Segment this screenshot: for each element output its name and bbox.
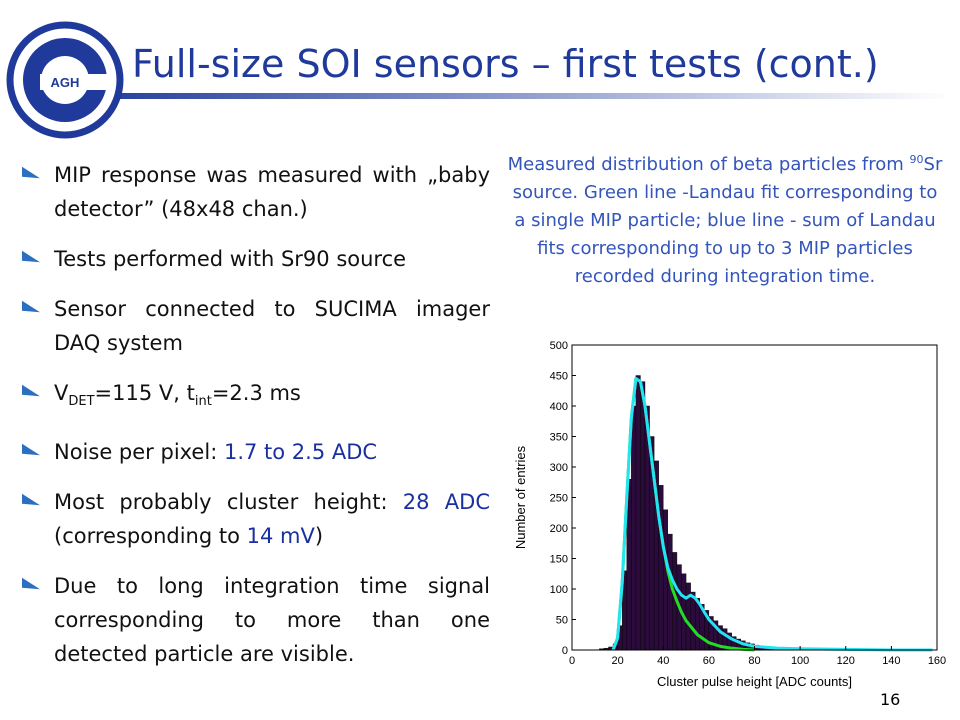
- x-tick-label: 100: [791, 655, 809, 667]
- text-run: 28 ADC: [402, 490, 490, 515]
- text-run: int: [194, 394, 212, 410]
- text-run: Measured distribution of beta particles …: [507, 154, 910, 175]
- bullet: VDET=115 V, tint=2.3 ms: [22, 376, 490, 419]
- logo: AGH: [6, 21, 124, 139]
- text-run: 14 mV: [246, 524, 315, 549]
- y-tick-label: 0: [562, 645, 568, 657]
- x-tick-label: 140: [882, 655, 900, 667]
- bullet: Most probably cluster height: 28 ADC (co…: [22, 485, 490, 553]
- bar: [667, 533, 673, 651]
- x-tick-label: 40: [657, 655, 669, 667]
- text-run: Most probably cluster height:: [54, 490, 403, 515]
- x-tick-label: 20: [612, 655, 624, 667]
- y-tick-label: 150: [550, 554, 568, 566]
- text-run: V: [54, 381, 69, 405]
- bar: [690, 591, 696, 651]
- text-run: Noise per pixel:: [54, 440, 224, 465]
- bullet-list: MIP response was measured with „baby det…: [22, 158, 490, 687]
- chart: 0 20 40 60 80 100 120 140 160 0 50 100 150 200 250 300 3…: [513, 340, 946, 689]
- logo-text: AGH: [51, 75, 80, 90]
- text-run: (corresponding to: [54, 524, 247, 549]
- text-run: DET: [68, 394, 95, 410]
- x-tick-label: 80: [748, 655, 760, 667]
- bar: [635, 375, 641, 651]
- bar: [685, 582, 691, 651]
- bar: [663, 509, 669, 651]
- bar: [640, 381, 646, 651]
- x-tick-label: 120: [837, 655, 855, 667]
- x-tick-label: 160: [928, 655, 946, 667]
- y-tick-label: 250: [550, 493, 568, 505]
- text-run: 90: [909, 153, 924, 166]
- y-tick-label: 300: [550, 462, 568, 474]
- y-tick-label: 400: [550, 401, 568, 413]
- text-run: Sensor connected to SUCIMA imager DAQ sy…: [54, 297, 490, 355]
- text-run: Sr source. Green line -Landau fit corres…: [512, 154, 943, 287]
- y-tick-label: 200: [550, 523, 568, 535]
- x-tick-label: 60: [703, 655, 715, 667]
- y-axis-label: Number of entries: [513, 445, 528, 549]
- bullet: Due to long integration time signal corr…: [22, 569, 490, 671]
- bullet: Tests performed with Sr90 source: [22, 242, 490, 276]
- y-tick-label: 500: [550, 340, 568, 352]
- bar: [631, 405, 637, 651]
- x-tick-label: 0: [569, 655, 575, 667]
- y-tick-label: 100: [550, 584, 568, 596]
- y-tick-label: 450: [550, 371, 568, 383]
- text-run: 1.7 to 2.5 ADC: [223, 440, 378, 465]
- text-run: =2.3 ms: [211, 381, 301, 405]
- y-tick-label: 350: [550, 432, 568, 444]
- text-run: ): [314, 524, 324, 549]
- caption: Measured distribution of beta particles …: [505, 146, 945, 291]
- text-run: Due to long integration time signal corr…: [54, 574, 490, 667]
- bullet: Sensor connected to SUCIMA imager DAQ sy…: [22, 292, 490, 360]
- y-tick-label: 50: [556, 615, 568, 627]
- text-run: =115 V, t: [94, 381, 195, 405]
- bullet: MIP response was measured with „baby det…: [22, 158, 490, 226]
- text-run: Tests performed with Sr90 source: [54, 247, 407, 271]
- title-rule: [80, 93, 950, 99]
- text-run: MIP response was measured with „baby det…: [54, 163, 490, 221]
- page-number: 16: [880, 690, 901, 709]
- x-axis-label: Cluster pulse height [ADC counts]: [657, 674, 852, 689]
- title: Full-size SOI sensors – first tests (con…: [132, 42, 879, 86]
- bullet: Noise per pixel: 1.7 to 2.5 ADC: [22, 435, 490, 469]
